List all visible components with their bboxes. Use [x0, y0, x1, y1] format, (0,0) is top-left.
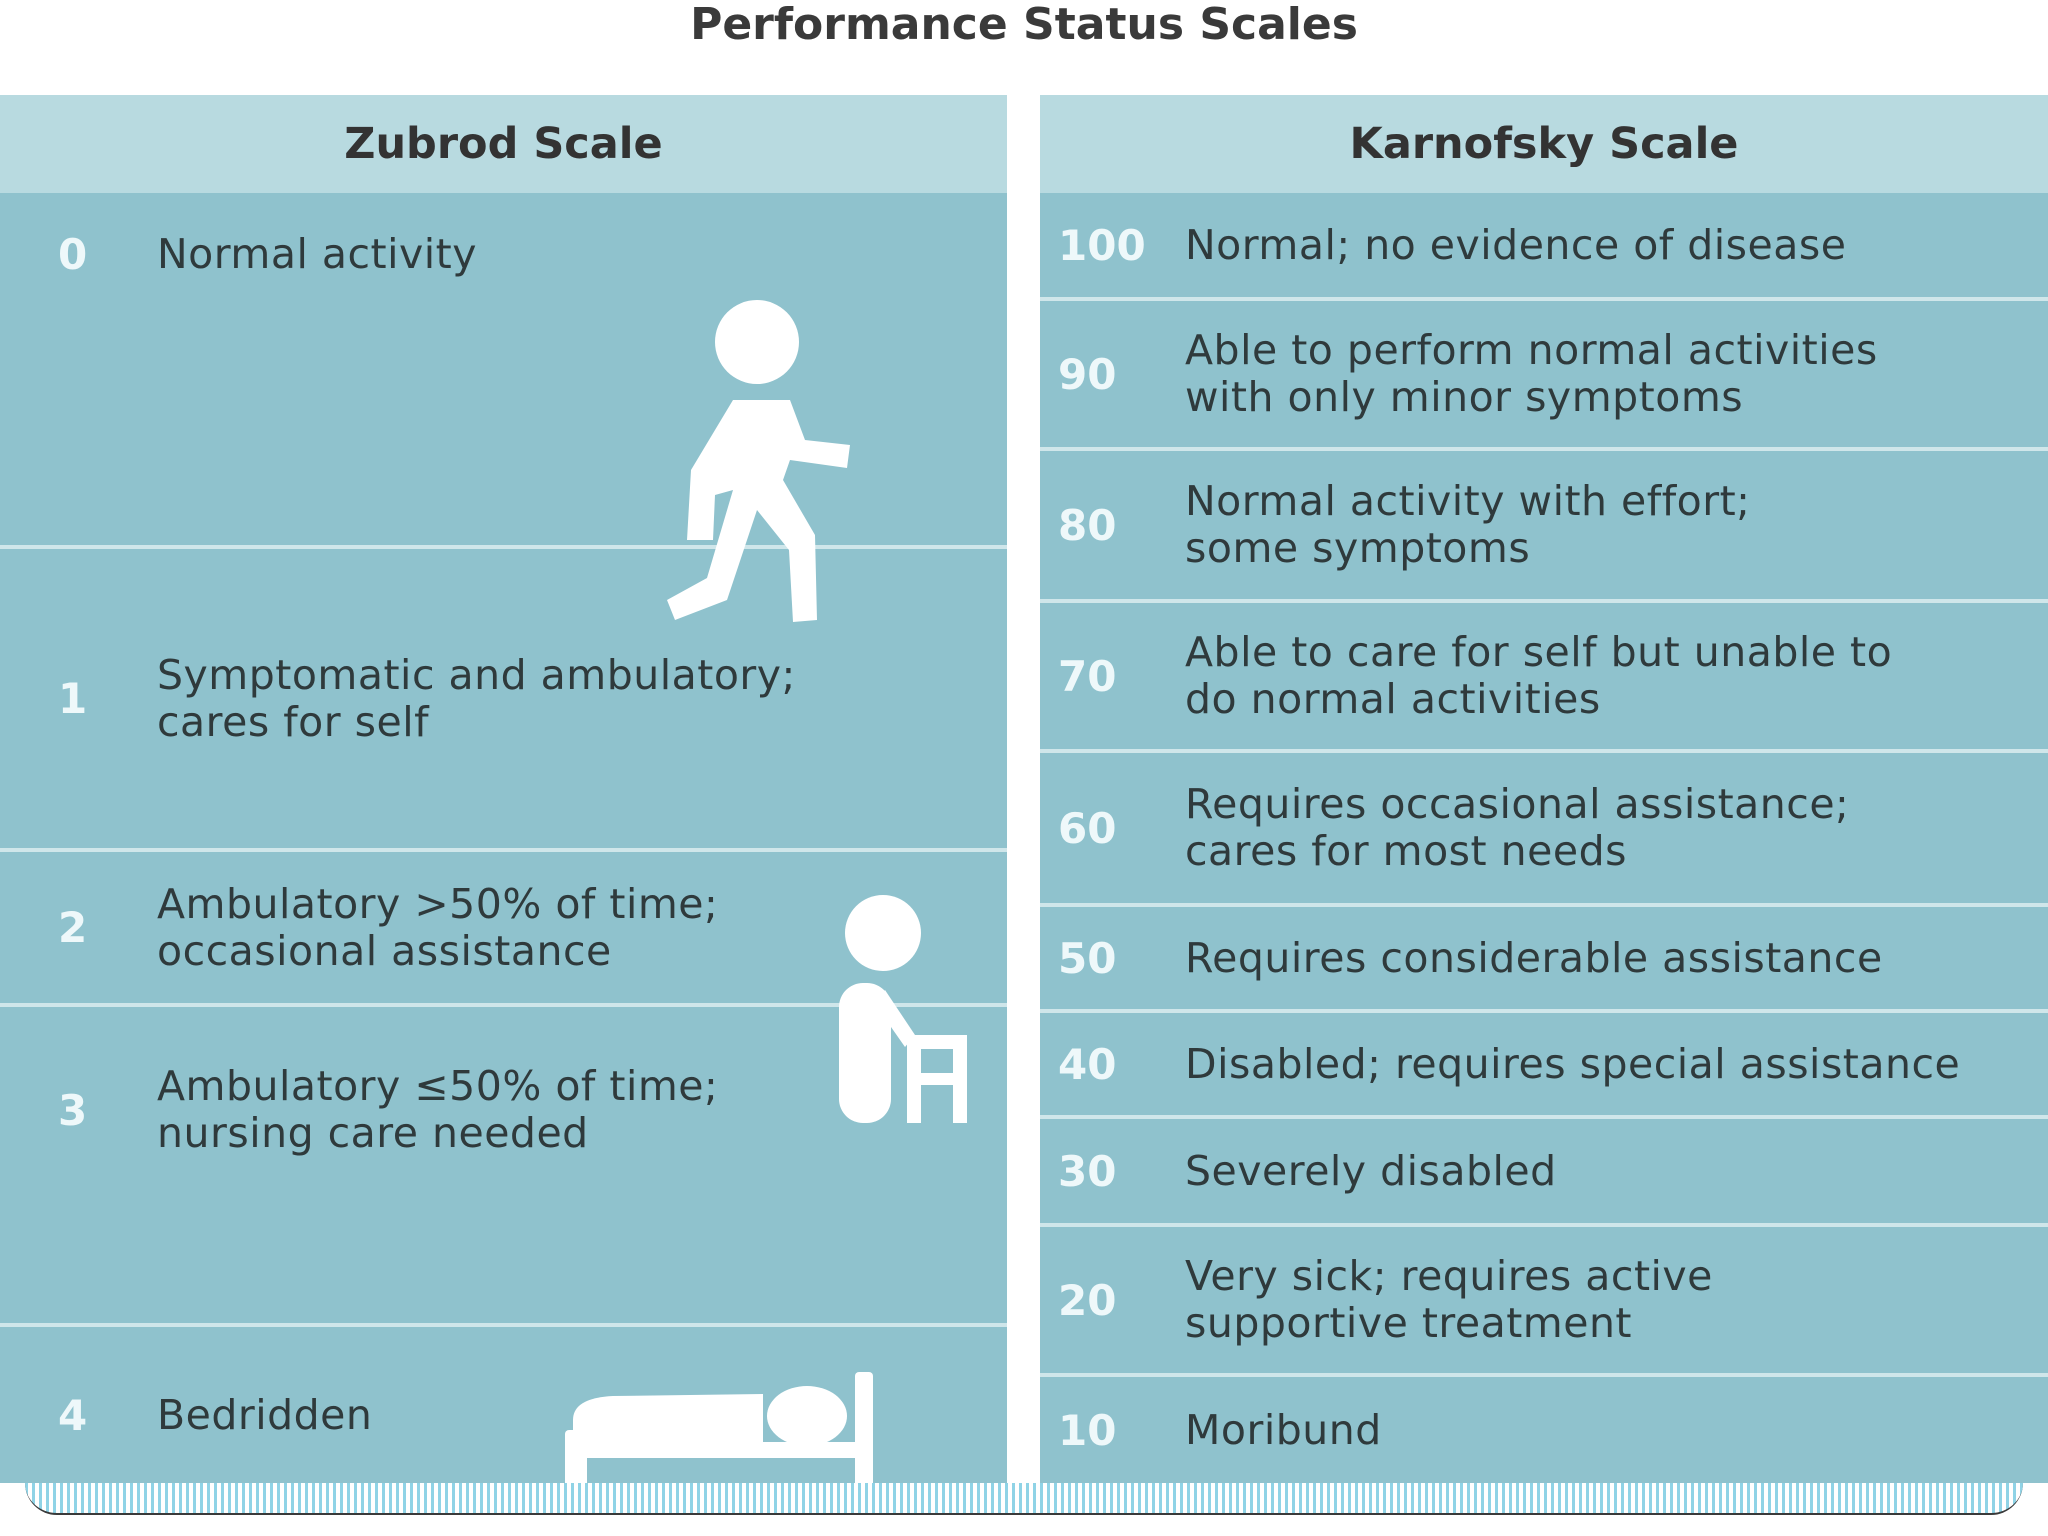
walking-person-icon [667, 300, 850, 622]
karnofsky-description: Very sick; requires active supportive tr… [1185, 1252, 1713, 1347]
page-title: Performance Status Scales [690, 0, 1358, 50]
karnofsky-row: 30 Severely disabled [1040, 1115, 2048, 1223]
karnofsky-score: 80 [1058, 500, 1117, 550]
zubrod-grade: 3 [58, 1085, 88, 1135]
zubrod-row: 4 Bedridden [0, 1323, 1007, 1483]
karnofsky-score: 10 [1058, 1405, 1117, 1455]
karnofsky-description: Moribund [1185, 1405, 1382, 1454]
karnofsky-description: Requires occasional assistance; cares fo… [1185, 780, 1850, 875]
zubrod-grade: 4 [58, 1390, 88, 1440]
zubrod-row: 1 Symptomatic and ambulatory; cares for … [0, 545, 1007, 848]
karnofsky-description: Normal; no evidence of disease [1185, 220, 1847, 269]
karnofsky-score: 60 [1058, 803, 1117, 853]
karnofsky-row: 40 Disabled; requires special assistance [1040, 1009, 2048, 1115]
karnofsky-description: Severely disabled [1185, 1146, 1557, 1195]
bottom-border-decoration [25, 1483, 2023, 1515]
zubrod-grade: 2 [58, 903, 88, 952]
zubrod-description: Normal activity [157, 229, 478, 278]
zubrod-description: Symptomatic and ambulatory; cares for se… [157, 650, 796, 746]
karnofsky-row: 70 Able to care for self but unable to d… [1040, 599, 2048, 749]
person-with-walker-icon [839, 895, 967, 1123]
karnofsky-row: 80 Normal activity with effort; some sym… [1040, 447, 2048, 599]
karnofsky-row: 20 Very sick; requires active supportive… [1040, 1223, 2048, 1373]
karnofsky-description: Able to care for self but unable to do n… [1185, 628, 1893, 723]
karnofsky-score: 100 [1058, 220, 1146, 270]
zubrod-row: 3 Ambulatory ≤50% of time; nursing care … [0, 1003, 1007, 1323]
karnofsky-row: 50 Requires considerable assistance [1040, 903, 2048, 1009]
panel-gap [1007, 95, 1040, 1483]
zubrod-grade: 1 [58, 674, 88, 723]
karnofsky-row: 10 Moribund [1040, 1373, 2048, 1483]
karnofsky-score: 50 [1058, 933, 1117, 983]
zubrod-description: Bedridden [157, 1390, 373, 1439]
karnofsky-score: 20 [1058, 1275, 1117, 1325]
zubrod-description: Ambulatory ≤50% of time; nursing care ne… [157, 1062, 719, 1157]
karnofsky-row: 90 Able to perform normal activities wit… [1040, 297, 2048, 447]
karnofsky-score: 40 [1058, 1039, 1117, 1089]
karnofsky-score: 30 [1058, 1146, 1117, 1196]
karnofsky-score: 90 [1058, 349, 1117, 399]
karnofsky-description: Normal activity with effort; some sympto… [1185, 477, 1751, 572]
zubrod-row: 0 Normal activity [0, 193, 1007, 545]
karnofsky-description: Able to perform normal activities with o… [1185, 326, 1878, 421]
karnofsky-row: 100 Normal; no evidence of disease [1040, 193, 2048, 297]
karnofsky-panel: Karnofsky Scale 100 Normal; no evidence … [1040, 95, 2048, 1483]
zubrod-grade: 0 [58, 229, 88, 279]
karnofsky-header: Karnofsky Scale [1040, 95, 2048, 193]
karnofsky-score: 70 [1058, 651, 1117, 701]
zubrod-description: Ambulatory >50% of time; occasional assi… [157, 879, 719, 975]
karnofsky-description: Requires considerable assistance [1185, 933, 1883, 982]
zubrod-panel: Zubrod Scale 0 Normal activity 1 Symptom… [0, 95, 1007, 1518]
karnofsky-description: Disabled; requires special assistance [1185, 1039, 1961, 1088]
zubrod-row: 2 Ambulatory >50% of time; occasional as… [0, 848, 1007, 1003]
zubrod-header: Zubrod Scale [0, 95, 1007, 193]
karnofsky-row: 60 Requires occasional assistance; cares… [1040, 749, 2048, 903]
